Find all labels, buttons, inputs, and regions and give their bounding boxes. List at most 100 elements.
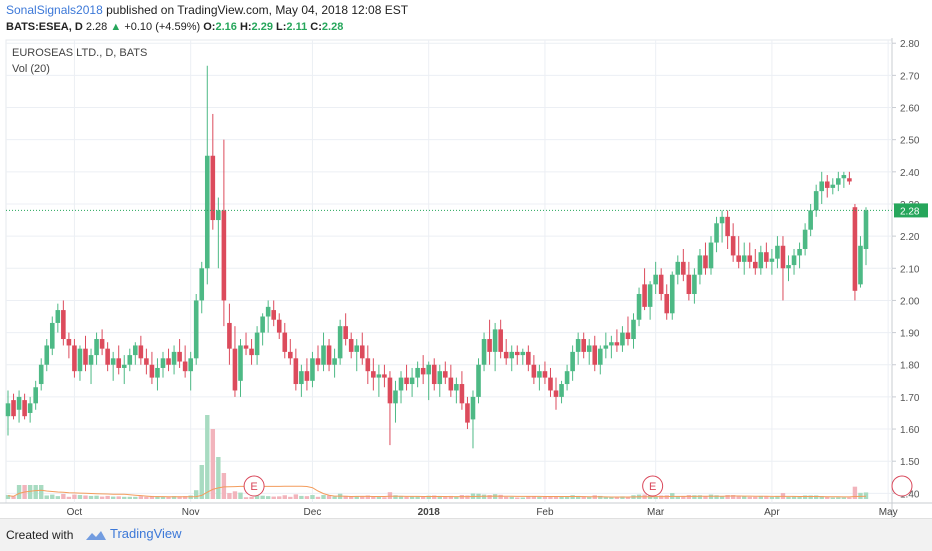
candle [404,364,409,391]
volume-bar [836,497,841,499]
volume-bar [736,496,741,499]
volume-bar [133,496,138,499]
candle-body [182,361,188,372]
candle-body [16,396,22,410]
volume-bar [94,495,99,499]
candle-body [387,377,393,404]
volume-bar [719,496,725,499]
candle-body [105,348,110,365]
candle [420,355,426,385]
volume-bar [221,473,227,499]
candle [337,319,343,365]
candle-body [276,319,282,333]
candle [836,171,841,192]
volume-bar [825,497,830,499]
volume-bar [177,496,182,499]
volume-bar [365,495,371,499]
volume-bar [371,496,376,499]
candle-body [564,371,570,385]
candle-body [741,255,747,262]
candle [166,348,171,372]
candle-body [121,364,127,368]
candle-body [204,155,210,269]
candle-body [116,358,122,368]
candle [77,345,83,381]
volume-bar [487,495,492,499]
candle [138,335,144,365]
candle-body [426,364,431,375]
candle [116,345,122,375]
volume-bar [39,485,44,499]
candle-body [94,339,99,356]
candle-body [764,252,769,262]
candle-body [647,284,653,307]
volume-bar [50,494,55,499]
candle [371,358,376,391]
price-chart[interactable]: 2.802.702.602.502.402.302.202.102.001.90… [0,38,932,518]
volume-bar [66,496,72,499]
candle-body [437,371,443,385]
candle-body [824,181,830,188]
volume-bar [216,457,221,499]
candle-body [686,274,692,295]
candle-body [658,274,664,295]
volume-bar [503,496,509,499]
volume-bar [526,496,531,499]
candle [614,329,620,352]
volume-bar [11,496,16,499]
candle [708,236,714,275]
candle-body [708,242,714,269]
volume-bar [813,495,819,499]
close-value: 2.28 [321,21,344,33]
volume-bar [830,497,835,499]
candle [559,380,564,404]
candle-body [133,345,138,356]
candle [520,348,526,365]
candle-body [354,345,360,352]
candle [537,364,542,391]
candle-body [337,326,343,359]
volume-bar [44,495,49,499]
candle-body [758,252,764,269]
candle-body [465,403,470,423]
volume-bar [725,495,730,499]
candle [597,345,603,375]
candle-body [819,181,825,192]
volume-bar [382,497,387,499]
candle-body [653,274,658,285]
candle-body [359,345,365,359]
candle [526,345,531,372]
volume-bar [802,495,808,499]
volume-bar [819,496,824,499]
created-with-text: Created with [6,528,74,542]
candle-body [127,355,133,365]
candle-body [808,210,813,230]
volume-bar [260,495,265,499]
candle [343,313,348,346]
volume-bar [714,495,719,499]
candle [227,303,232,365]
volume-bar [808,495,813,499]
x-tick-label: Apr [764,507,780,518]
volume-bar [758,495,764,499]
volume-bar [304,496,310,499]
volume-bar [160,496,166,499]
author-link[interactable]: SonalSignals2018 [6,3,103,17]
candle [498,319,503,359]
candle-body [503,351,509,359]
upcoming-earnings-marker-icon [891,475,913,497]
volume-bar [105,495,110,499]
volume-bar [33,485,38,499]
tradingview-link[interactable]: TradingView [110,526,182,541]
volume-bar [548,496,553,499]
candle-body [210,155,216,221]
candle-body [371,371,376,378]
candle-body [149,364,155,378]
volume-bar [122,496,127,499]
candle [188,351,193,391]
candle [830,178,836,195]
volume-bar [155,496,160,499]
y-tick-label: 1.60 [900,425,920,436]
volume-bar [116,496,121,499]
candle [564,364,570,391]
